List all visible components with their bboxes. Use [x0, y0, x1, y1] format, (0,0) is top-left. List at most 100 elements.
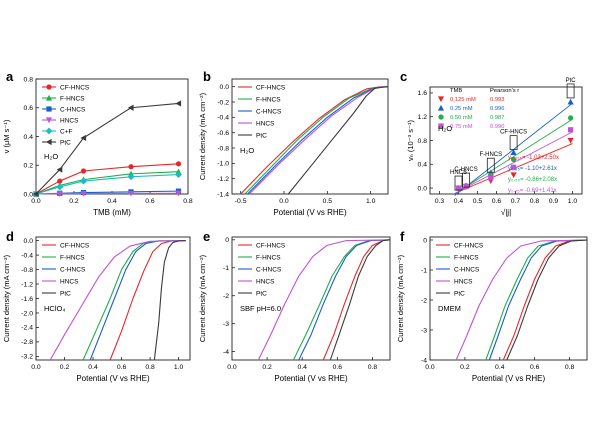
panel-e: e 0.0 0.2 0.4 0.6 0.8 0 -1 -2 -3 -4 Potential (V vs… [198, 229, 391, 383]
fit-equation: y₀.₁₂₅= -1.03+2.50x [508, 155, 559, 161]
legend-subtitle: Pearson's r [490, 88, 519, 94]
series-line [322, 239, 391, 361]
point-box [509, 135, 518, 151]
y-tick-label: 0.4 [418, 162, 428, 169]
legend-label: F-HNCS [454, 254, 479, 261]
legend-label: C-HNCS [454, 266, 480, 273]
y-tick-label: -0.2 [217, 99, 229, 106]
legend-label: C-HNCS [256, 266, 282, 273]
x-tick-label: 0.2 [460, 364, 470, 371]
y-tick-label: -1.0 [217, 161, 229, 168]
data-point [56, 191, 63, 197]
legend-marker [45, 127, 53, 135]
legend-pearson-r: 0.987 [490, 115, 505, 121]
y-tick-label: 0.2 [24, 163, 34, 170]
x-tick-label: 0.4 [88, 364, 98, 371]
y-tick-label: -4 [421, 357, 427, 364]
legend-marker [437, 96, 445, 103]
x-tick-label: 1.0 [366, 198, 376, 205]
y-tick-label: 1.6 [418, 90, 428, 97]
plot-frame [429, 86, 583, 195]
data-point [567, 98, 574, 105]
x-tick-label: 0.0 [31, 364, 41, 371]
y-tick-label: 0.4 [24, 134, 34, 141]
data-point [175, 190, 182, 197]
series-line [506, 239, 588, 361]
y-tick-label: -0.8 [217, 145, 229, 152]
y-tick-label: -3.2 [21, 354, 33, 361]
data-point [455, 185, 462, 191]
x-tick-label: 0.6 [333, 364, 343, 371]
y-tick-label: -2.8 [21, 339, 33, 346]
y-tick-label: -1.4 [217, 191, 229, 198]
legend-title: TMB [450, 88, 462, 94]
panel-letter: d [6, 229, 14, 244]
y-tick-label: -3 [421, 327, 427, 334]
legend-label: C-HNCS [60, 106, 86, 113]
x-tick-label: 0.9 [549, 198, 559, 205]
condition-annotation: SBF pH=6.0 [240, 304, 281, 313]
legend-label: PtC [256, 132, 267, 139]
series-line [82, 240, 186, 361]
data-point [568, 115, 574, 121]
legend-label: 0.125 mM [450, 97, 476, 103]
y-tick-label: -0.4 [21, 252, 33, 259]
point-label: PtC [566, 78, 577, 84]
legend-label: PtC [60, 139, 71, 146]
legend-label: HNCS [60, 117, 79, 124]
y-tick-label: -2.4 [21, 325, 33, 332]
legend-marker [438, 114, 444, 120]
x-axis-label: TMB (mM) [93, 208, 131, 217]
y-tick-label: -3 [223, 321, 229, 328]
x-tick-label: 0.5 [473, 198, 483, 205]
panel-c: c 0.3 0.4 0.5 0.6 0.7 0.8 0.9 1.0 0.0 0.4 0.8 1.2 1.6… [400, 69, 583, 217]
data-point [127, 104, 134, 111]
series-line [329, 239, 391, 361]
fit-line [454, 131, 573, 194]
legend-label: F-HNCS [60, 254, 85, 261]
legend-marker [437, 104, 445, 111]
legend-marker [45, 94, 53, 101]
x-tick-label: 0.5 [323, 198, 333, 205]
condition-annotation: H₂O [240, 146, 254, 155]
x-tick-label: 0.4 [495, 364, 505, 371]
y-tick-label: 0 [423, 237, 427, 244]
y-axis-label: Current density (mA cm⁻²) [2, 254, 11, 342]
point-label: HNCS [450, 170, 467, 176]
x-tick-label: 0.8 [145, 364, 155, 371]
panel-f: f 0.0 0.2 0.4 0.6 0.8 0 -1 -2 -3 -4 Potential (V vs… [396, 229, 588, 383]
panel-letter: f [400, 229, 405, 244]
data-point [175, 171, 182, 178]
fit-equation: y₀.₇₅= -0.69+1.41x [508, 188, 557, 194]
x-tick-label: 0.8 [368, 364, 378, 371]
y-tick-label: -1.6 [21, 296, 33, 303]
x-tick-label: 1.0 [174, 364, 184, 371]
legend-label: C-HNCS [60, 266, 86, 273]
condition-annotation: H₂O [44, 152, 58, 161]
series-line [455, 239, 588, 361]
series-line [292, 239, 391, 361]
legend-label: C-HNCS [256, 108, 282, 115]
x-axis-label: Potential (V vs RHE) [273, 208, 347, 217]
legend-label: HNCS [256, 278, 275, 285]
x-tick-label: 0.6 [117, 364, 127, 371]
data-point [175, 100, 182, 107]
plot-frame [231, 78, 389, 195]
x-tick-label: 0.0 [31, 198, 41, 205]
y-tick-label: 0.0 [24, 238, 34, 245]
panel-b: b -0.5 0.0 0.5 1.0 0.0 -0.2 -0.4 -0.6 -0.8 -1.0 -1.… [198, 69, 389, 217]
x-tick-label: 0.7 [511, 198, 521, 205]
panel-letter: c [400, 69, 407, 84]
fit-equation: y₀.₂₅= -1.10+2.61x [508, 166, 557, 172]
legend-label: CF-HNCS [256, 84, 286, 91]
series-line [49, 240, 186, 361]
condition-annotation: HClO₄ [44, 304, 65, 313]
data-point [80, 168, 87, 174]
y-tick-label: 0.0 [220, 84, 230, 91]
legend-label: C+F [60, 128, 72, 135]
legend-marker [46, 84, 52, 90]
y-tick-label: 0.8 [24, 76, 34, 83]
x-tick-label: 0.0 [279, 198, 289, 205]
legend-label: F-HNCS [256, 254, 281, 261]
